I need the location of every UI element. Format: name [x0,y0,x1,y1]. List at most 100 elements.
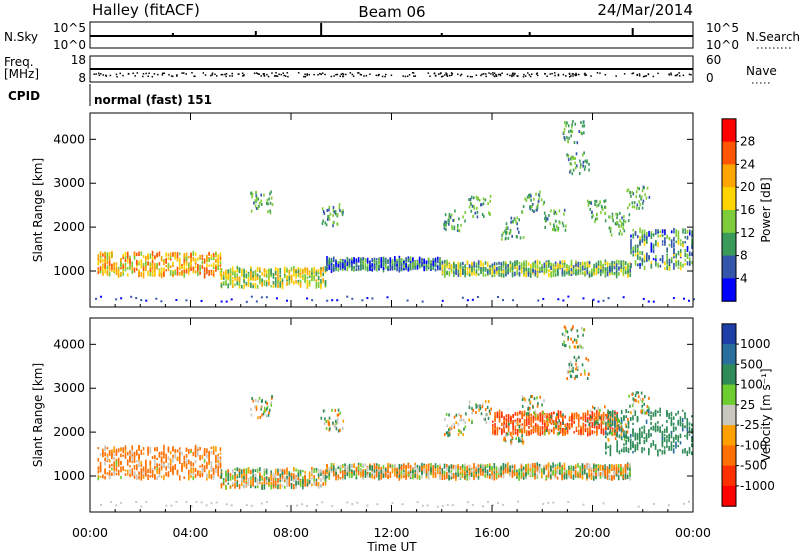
velocity-echo-cell [256,483,259,487]
nave-dot [263,73,265,75]
power-echo-cell [586,270,589,275]
nave-dot [243,74,245,76]
velocity-echo-cell [626,463,629,468]
velocity-echo-cell [525,414,528,417]
power-echo-cell [562,299,565,302]
velocity-echo-cell [466,475,468,481]
power-echo-cell [357,260,360,263]
velocity-echo-cell [324,469,327,474]
velocity-echo-cell [131,472,134,477]
power-echo-cell [322,219,324,223]
power-echo-cell [652,249,655,254]
velocity-echo-cell [199,465,201,468]
velocity-echo-cell [661,444,664,448]
power-echo-cell [140,262,143,269]
power-echo-cell [288,276,291,281]
power-echo-cell [525,198,528,202]
velocity-echo-cell [222,479,225,483]
power-echo-cell [183,253,186,259]
velocity-echo-cell [215,460,217,464]
power-echo-cell [456,226,459,230]
velocity-echo-cell [149,446,152,453]
power-echo-cell [194,270,197,274]
velocity-echo-cell [632,428,634,433]
power-echo-cell [634,244,637,248]
velocity-echo-cell [634,434,637,441]
power-echo-cell [601,207,604,211]
power-echo-cell [650,249,653,253]
power-echo-cell [480,260,482,267]
velocity-echo-cell [206,465,208,470]
power-echo-cell [149,268,152,273]
velocity-echo-cell [597,470,600,476]
velocity-echo-cell [117,461,120,467]
velocity-echo-cell [238,473,241,478]
power-echo-cell [582,297,585,300]
velocity-echo-cell [613,475,615,479]
power-echo-cell [151,260,154,264]
power-echo-cell [553,228,556,232]
power-echo-cell [269,192,271,196]
velocity-echo-cell [297,472,300,478]
velocity-echo-cell [423,465,426,469]
velocity-echo-cell [400,470,403,477]
power-echo-cell [229,272,232,278]
power-echo-cell [297,282,300,286]
velocity-echo-cell [573,416,576,420]
power-echo-cell [470,195,473,199]
power-ylabel: Slant Range [km] [31,158,45,262]
nsky-spikes [171,23,634,36]
velocity-echo-cell [686,432,689,438]
velocity-echo-cell [335,468,337,475]
power-echo-cell [304,277,306,284]
velocity-echo-cell [140,450,143,455]
velocity-echo-cell [627,425,630,429]
power-echo-cell [552,263,555,267]
velocity-echo-cell [501,411,503,418]
velocity-echo-cell [608,464,611,469]
power-echo-cell [217,260,219,267]
velocity-echo-cell [627,410,630,414]
velocity-echo-cell [405,472,407,478]
power-echo-cell [581,153,584,157]
nave-dot [599,72,601,74]
power-echo-cell [682,263,684,268]
velocity-echo-cell [513,472,516,477]
nave-dot [511,75,513,78]
velocity-echo-cell [583,465,586,472]
velocity-echo-cell [434,463,437,469]
power-echo-cell [655,254,657,259]
velocity-echo-cell [563,467,566,470]
velocity-echo-cell [219,458,222,462]
power-echo-cell [274,277,277,284]
velocity-echo-cell [234,468,236,471]
velocity-echo-cell [427,475,430,480]
velocity-echo-cell [234,479,236,484]
power-echo-cell [634,231,637,236]
power-echo-cell [308,275,311,278]
power-echo-cell [557,298,560,301]
power-echo-cell [160,258,163,262]
velocity-echo-cell [389,471,392,477]
velocity-echo-cell [277,471,279,475]
velocity-echo-cell [441,467,444,474]
power-echo-cell [476,210,479,214]
power-echo-cell [275,297,278,300]
velocity-echo-cell [457,472,459,478]
nave-dot [308,73,311,76]
power-echo-cell [308,279,311,284]
velocity-echo-cell [102,448,104,455]
power-echo-cell [418,256,421,262]
power-echo-cell [677,250,680,256]
velocity-echo-cell [176,469,179,476]
power-echo-cell [281,279,284,283]
power-echo-cell [532,272,534,275]
velocity-echo-cell [199,455,201,461]
velocity-echo-cell [507,462,509,469]
power-echo-cell [208,270,210,276]
velocity-echo-cell [210,446,213,449]
velocity-echo-cell [600,415,603,421]
velocity-echo-cell [398,463,401,470]
power-echo-cell [570,157,573,161]
power-echo-cell [111,254,113,257]
